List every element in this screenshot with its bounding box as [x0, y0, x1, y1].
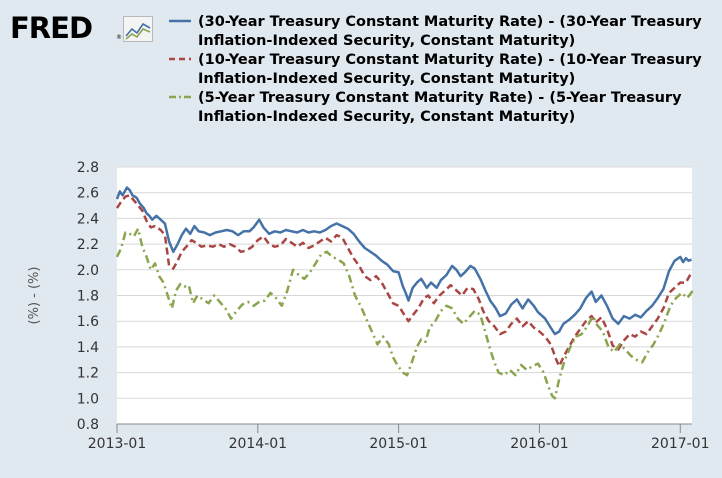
legend-item-30yr: (30-Year Treasury Constant Maturity Rate…: [168, 13, 718, 50]
series-lines: [115, 186, 694, 400]
series-line-30yr: [115, 186, 693, 336]
logo-text: FRED: [10, 11, 93, 45]
y-axis-label: (%) - (%): [27, 267, 42, 325]
y-tick-label: 1.2: [77, 366, 99, 382]
y-tick-label: 0.8: [77, 417, 99, 433]
series-line-10yr: [115, 194, 693, 368]
y-tick-label: 2.0: [77, 263, 99, 279]
y-tick-label: 2.4: [77, 211, 99, 227]
y-tick-label: 2.8: [77, 160, 99, 176]
legend-swatch-solid: [169, 19, 191, 23]
legend-item-5yr: (5-Year Treasury Constant Maturity Rate)…: [168, 89, 718, 126]
y-tick-label: 2.6: [77, 186, 99, 202]
y-tick-labels: 0.8 1.0 1.2 1.4 1.6 1.8 2.0 2.2 2.4 2.6 2.8: [77, 160, 99, 433]
y-tick-label: 2.2: [77, 237, 99, 253]
y-tick-label: 1.0: [77, 391, 99, 407]
x-tick-label: 2015-01: [369, 436, 428, 452]
y-tick-label: 1.6: [77, 314, 99, 330]
y-tick-label: 1.8: [77, 289, 99, 305]
legend-label-30yr: (30-Year Treasury Constant Maturity Rate…: [198, 14, 702, 49]
logo-registered-mark: ®: [116, 34, 122, 41]
x-tick-label: 2014-01: [229, 436, 288, 452]
x-tick-label: 2013-01: [88, 436, 147, 452]
chart-icon: [123, 16, 153, 42]
x-tick-label: 2016-01: [510, 436, 569, 452]
legend-label-5yr: (5-Year Treasury Constant Maturity Rate)…: [198, 90, 682, 125]
legend-swatch-dashdot: [169, 95, 191, 99]
y-tick-label: 1.4: [77, 340, 99, 356]
legend: (30-Year Treasury Constant Maturity Rate…: [168, 13, 718, 127]
legend-item-10yr: (10-Year Treasury Constant Maturity Rate…: [168, 51, 718, 88]
series-line-5yr: [115, 227, 694, 400]
legend-label-10yr: (10-Year Treasury Constant Maturity Rate…: [198, 52, 702, 87]
legend-swatch-dashed: [169, 57, 191, 61]
x-tick-labels: 2013-01 2014-01 2015-01 2016-01 2017-01: [88, 424, 710, 452]
x-tick-label: 2017-01: [651, 436, 710, 452]
